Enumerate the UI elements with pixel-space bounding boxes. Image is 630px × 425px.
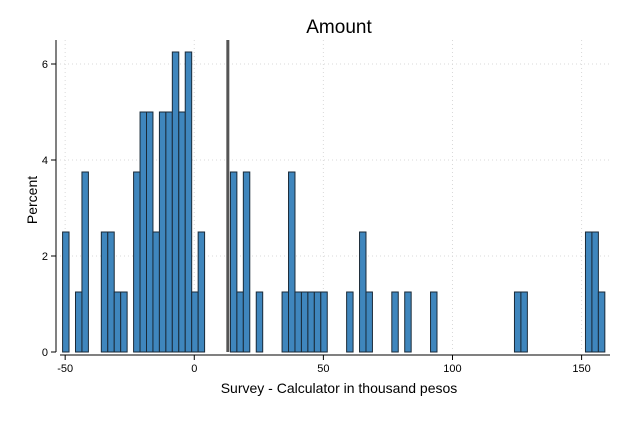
histogram-bar — [184, 51, 193, 353]
y-tick-label: 4 — [42, 155, 48, 167]
histogram-bar — [178, 111, 186, 353]
y-ticks: 0 2 4 6 — [42, 59, 56, 359]
histogram-bar — [391, 291, 399, 353]
histogram-bar — [107, 231, 115, 353]
x-ticks: -50 0 50 100 150 — [57, 355, 591, 375]
histogram-bar — [307, 291, 315, 353]
histogram-bar — [81, 171, 89, 353]
histogram-bar — [597, 291, 606, 353]
histogram-bar — [74, 291, 83, 353]
histogram-bar — [281, 291, 290, 353]
histogram-bar — [313, 291, 322, 353]
histogram-bar — [520, 291, 528, 353]
histogram-bar — [100, 231, 109, 353]
histogram-bar — [359, 231, 367, 353]
histogram-bar — [229, 171, 238, 353]
x-axis-title: Survey - Calculator in thousand pesos — [221, 380, 458, 396]
x-tick-label: 100 — [443, 363, 461, 375]
histogram-bar — [320, 291, 328, 353]
x-tick-label: -50 — [57, 363, 73, 375]
histogram-bar — [133, 171, 141, 353]
histogram-bar — [294, 291, 302, 353]
histogram-bar — [113, 291, 122, 353]
histogram-bar — [255, 291, 264, 353]
histogram-bar — [191, 291, 199, 353]
x-tick-label: 0 — [191, 363, 197, 375]
histogram-bar — [165, 111, 173, 353]
histogram-bar — [242, 171, 251, 353]
histogram-bar — [171, 51, 180, 353]
histogram-bar — [62, 231, 70, 353]
histogram-bar — [197, 231, 206, 353]
histogram-bar — [236, 291, 244, 353]
chart-title: Amount — [306, 17, 372, 38]
x-tick-label: 50 — [317, 363, 329, 375]
y-axis-title: Percent — [24, 176, 40, 224]
y-tick-label: 6 — [42, 59, 48, 71]
bars-layer — [62, 51, 606, 353]
histogram-bar — [584, 231, 593, 353]
histogram-bar — [365, 291, 373, 353]
histogram-bar — [591, 231, 599, 353]
histogram-bar — [152, 231, 160, 353]
histogram-bar — [139, 111, 148, 353]
histogram-bar — [120, 291, 128, 353]
histogram-bar — [513, 291, 522, 353]
histogram-bar — [346, 291, 354, 353]
x-tick-label: 150 — [572, 363, 590, 375]
histogram-bar — [146, 111, 154, 353]
y-tick-label: 0 — [42, 347, 48, 359]
histogram-bar — [288, 171, 296, 353]
histogram-bar — [300, 291, 309, 353]
histogram-bar — [158, 111, 167, 353]
histogram-bar — [430, 291, 438, 353]
y-tick-label: 2 — [42, 251, 48, 263]
histogram-bar — [404, 291, 412, 353]
